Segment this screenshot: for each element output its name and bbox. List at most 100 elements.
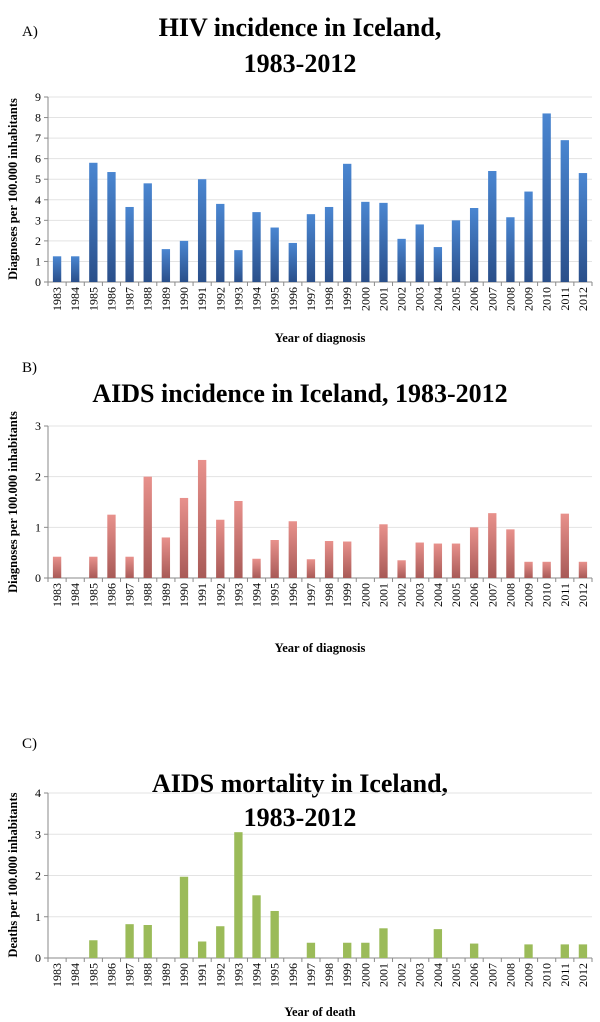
x-tick-label: 2012 [576,583,590,607]
bar-2005 [451,543,461,578]
bar-2006 [469,943,479,958]
bar-2004 [433,543,443,578]
x-tick-label: 1993 [231,287,245,311]
x-axis-title: Year of death [284,1005,355,1019]
bar-2010 [542,113,551,282]
bar-2011 [560,140,569,282]
x-tick-label: 2010 [540,583,554,607]
bar-2009 [524,561,533,578]
bar-1986 [107,172,116,282]
x-tick-label: 2005 [449,583,463,607]
x-tick-label: 1997 [304,963,318,987]
x-tick-label: 1990 [177,583,191,607]
panel-label: C) [22,736,37,752]
x-tick-label: 2010 [540,287,554,311]
panel-label: B) [22,360,37,376]
chart-panel-b: B)AIDS incidence in Iceland, 1983-201201… [6,360,593,655]
y-axis-title: Diagnoses per 100.000 inhabitants [6,411,20,593]
x-tick-label: 2008 [503,583,517,607]
y-tick-label: 2 [35,869,41,883]
bar-2001 [379,202,388,282]
x-tick-label: 1993 [231,583,245,607]
bar-2002 [397,560,406,578]
bar-1986 [107,514,116,578]
x-tick-label: 1998 [322,583,336,607]
x-tick-label: 1989 [159,583,173,607]
x-tick-label: 1993 [231,963,245,987]
x-tick-label: 1998 [322,963,336,987]
x-tick-label: 1989 [159,963,173,987]
chart-title: AIDS incidence in Iceland, 1983-2012 [92,379,507,408]
x-tick-label: 2002 [395,583,409,607]
y-tick-label: 3 [35,827,41,841]
bar-1997 [306,559,316,578]
x-tick-label: 2008 [503,963,517,987]
x-tick-label: 2005 [449,963,463,987]
y-tick-label: 5 [35,172,41,186]
x-tick-label: 2011 [558,287,572,311]
bar-2009 [524,191,533,282]
bar-1987 [125,206,134,282]
x-tick-label: 2002 [395,963,409,987]
y-tick-label: 3 [35,419,41,433]
x-tick-label: 1984 [68,583,82,607]
y-tick-label: 4 [35,193,41,207]
bar-1994 [252,895,261,958]
bar-1988 [143,476,152,578]
bar-1985 [89,556,98,578]
bar-2001 [379,928,388,958]
x-tick-label: 2003 [413,963,427,987]
bar-1992 [216,203,225,282]
y-axis-title: Diagnoses per 100.000 inhabitants [6,98,20,280]
x-tick-label: 1998 [322,287,336,311]
panel-label: A) [22,24,38,40]
x-tick-label: 1985 [86,963,100,987]
x-tick-label: 2001 [376,963,390,987]
bar-1985 [89,162,98,282]
x-tick-label: 2005 [449,287,463,311]
bar-1995 [270,540,279,578]
x-tick-label: 2007 [485,963,499,987]
bar-1994 [252,558,261,578]
x-tick-label: 1999 [340,287,354,311]
x-tick-label: 2012 [576,963,590,987]
x-tick-label: 2001 [376,287,390,311]
x-tick-label: 2003 [413,287,427,311]
x-tick-label: 1990 [177,963,191,987]
x-tick-label: 2009 [522,963,536,987]
x-tick-label: 1995 [268,963,282,987]
bar-1991 [197,459,207,578]
chart-panel-c: C) AIDS mortality in Iceland, 1983-2012 0 1 2… [6,736,593,1019]
x-tick-label: 2006 [467,963,481,987]
x-tick-label: 2003 [413,583,427,607]
bar-1983 [52,256,62,282]
bar-1991 [197,941,207,958]
bar-2000 [361,201,370,282]
bar-2010 [542,561,551,578]
x-tick-label: 1990 [177,287,191,311]
x-tick-label: 1986 [104,963,118,987]
bar-1995 [270,910,279,958]
x-tick-label: 1995 [268,583,282,607]
x-tick-label: 2002 [395,287,409,311]
bar-2004 [433,929,443,958]
bar-2003 [415,542,424,578]
bar-2006 [469,208,479,282]
bar-1991 [197,179,207,282]
bar-1997 [306,942,316,958]
y-tick-label: 9 [35,90,41,104]
x-tick-label: 1988 [141,963,155,987]
bar-2012 [578,561,588,578]
bar-1987 [125,924,134,958]
bar-1984 [71,256,80,282]
bar-1989 [161,537,171,578]
x-tick-label: 1983 [50,963,64,987]
bar-1999 [343,942,352,958]
bar-1988 [143,183,152,282]
x-tick-label: 1997 [304,583,318,607]
x-tick-label: 1986 [104,287,118,311]
x-tick-label: 1987 [123,963,137,987]
x-tick-label: 1992 [213,583,227,607]
x-tick-label: 1992 [213,963,227,987]
y-tick-label: 7 [35,131,41,145]
